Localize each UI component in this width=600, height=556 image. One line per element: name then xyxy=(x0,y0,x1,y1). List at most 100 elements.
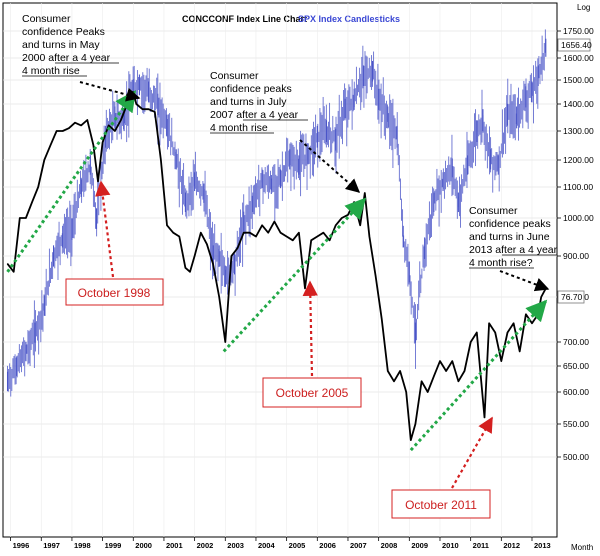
x-tick-label: 2009 xyxy=(411,541,428,550)
confidence-point xyxy=(470,341,472,343)
y-tick-label: 550.00 xyxy=(563,419,589,429)
confidence-point xyxy=(359,224,361,226)
x-axis-caption: Month xyxy=(571,543,593,552)
x-tick-label: 2005 xyxy=(289,541,306,550)
annotation-2000-arrow xyxy=(79,81,141,102)
svg-text:2013 after a 4 year: 2013 after a 4 year xyxy=(469,244,558,256)
chart-title-conf: CONCCONF Index Line Chart xyxy=(182,14,307,24)
confidence-point xyxy=(374,275,377,277)
x-tick-label: 2012 xyxy=(503,541,520,550)
confidence-point xyxy=(148,108,150,110)
confidence-point xyxy=(405,391,407,393)
chart-title-spx: SPX Index Candlesticks xyxy=(298,14,400,24)
x-tick-label: 2001 xyxy=(166,541,183,550)
x-tick-label: 2007 xyxy=(350,541,367,550)
confidence-point xyxy=(236,247,239,249)
svg-text:Consumer: Consumer xyxy=(469,205,518,217)
x-tick-label: 1997 xyxy=(43,541,60,550)
confidence-point xyxy=(178,235,180,238)
confidence-point xyxy=(540,296,542,298)
x-tick-label: 1996 xyxy=(13,541,30,550)
confidence-point xyxy=(316,235,318,238)
confidence-point xyxy=(304,287,306,290)
confidence-point xyxy=(132,91,134,93)
confidence-point xyxy=(230,255,233,257)
trendline xyxy=(222,197,367,353)
confidence-point xyxy=(525,313,527,315)
confidence-point xyxy=(62,130,64,132)
confidence-point xyxy=(13,271,15,273)
confidence-point xyxy=(322,232,325,234)
confidence-point xyxy=(206,243,208,245)
confidence-point xyxy=(160,159,162,161)
x-tick-label: 2013 xyxy=(534,541,551,550)
confidence-point xyxy=(341,217,343,219)
confidence-point xyxy=(37,186,39,188)
confidence-point xyxy=(218,296,220,298)
confidence-point xyxy=(451,360,453,362)
svg-text:2000 after a 4 year: 2000 after a 4 year xyxy=(22,52,111,64)
svg-text:confidence peaks: confidence peaks xyxy=(210,83,292,95)
confidence-point xyxy=(189,271,191,273)
confidence-point xyxy=(108,124,110,127)
confidence-point xyxy=(249,232,251,234)
confidence-point xyxy=(224,341,226,343)
confidence-point xyxy=(381,318,383,320)
confidence-point xyxy=(154,111,156,113)
confidence-point xyxy=(292,239,294,241)
confidence-point xyxy=(531,322,533,324)
annotation-2007: Consumer confidence peaks and turns in J… xyxy=(210,70,308,134)
callout-1998-arrow xyxy=(95,180,115,278)
callout-2011-arrow xyxy=(451,416,493,489)
callout-2011: October 2011 xyxy=(391,489,491,519)
svg-text:and turns in June: and turns in June xyxy=(469,231,550,243)
x-tick-label: 2003 xyxy=(227,541,244,550)
confidence-point xyxy=(414,423,417,425)
confidence-point xyxy=(353,201,355,203)
confidence-point xyxy=(25,217,27,219)
confidence-point xyxy=(328,239,331,241)
confidence-point xyxy=(243,232,245,234)
confidence-point xyxy=(445,370,447,372)
svg-text:and turns in May: and turns in May xyxy=(22,39,100,51)
x-tick-label: 1999 xyxy=(105,541,122,550)
confidence-point xyxy=(420,380,423,382)
confidence-point xyxy=(298,232,300,234)
y-tick-label: 650.00 xyxy=(563,361,589,371)
confidence-point xyxy=(310,239,312,241)
callout-2005: October 2005 xyxy=(262,377,362,408)
confidence-point xyxy=(483,416,486,418)
y-tick-label: 1750.00 xyxy=(563,26,594,36)
x-tick-label: 2004 xyxy=(258,541,276,550)
svg-text:2007 after a 4 year: 2007 after a 4 year xyxy=(210,109,299,121)
x-tick-label: 2000 xyxy=(135,541,152,550)
confidence-point xyxy=(43,159,45,161)
confidence-point xyxy=(135,103,137,105)
x-tick-labels: 1996 1997 1998 1999 2000 2001 2002 2003 2004 2005… xyxy=(10,537,551,550)
confidence-point xyxy=(255,235,257,238)
confidence-point xyxy=(114,130,116,132)
svg-text:4 month rise: 4 month rise xyxy=(210,122,268,134)
y-tick-label: 1000.00 xyxy=(563,213,594,223)
svg-text:and turns in July: and turns in July xyxy=(210,96,287,108)
annotation-2007-arrow xyxy=(299,139,361,193)
svg-text:Consumer: Consumer xyxy=(210,70,259,82)
confidence-point xyxy=(56,130,58,132)
confidence-point xyxy=(172,232,174,234)
confidence-point xyxy=(212,263,214,265)
confidence-point xyxy=(488,322,490,324)
confidence-point xyxy=(261,224,263,226)
confidence-point xyxy=(49,144,52,146)
confidence-point xyxy=(410,439,412,441)
confidence-point xyxy=(273,221,275,223)
annotation-2013-arrow xyxy=(499,270,550,292)
svg-text:76.70: 76.70 xyxy=(561,292,583,302)
svg-text:4 month rise?: 4 month rise? xyxy=(469,257,533,269)
svg-text:October 1998: October 1998 xyxy=(78,286,151,300)
confidence-point xyxy=(393,380,395,382)
plot-frame xyxy=(2,2,558,538)
confidence-point xyxy=(512,322,515,324)
callout-1998: October 1998 xyxy=(65,278,164,306)
x-tick-label: 2011 xyxy=(473,541,489,550)
